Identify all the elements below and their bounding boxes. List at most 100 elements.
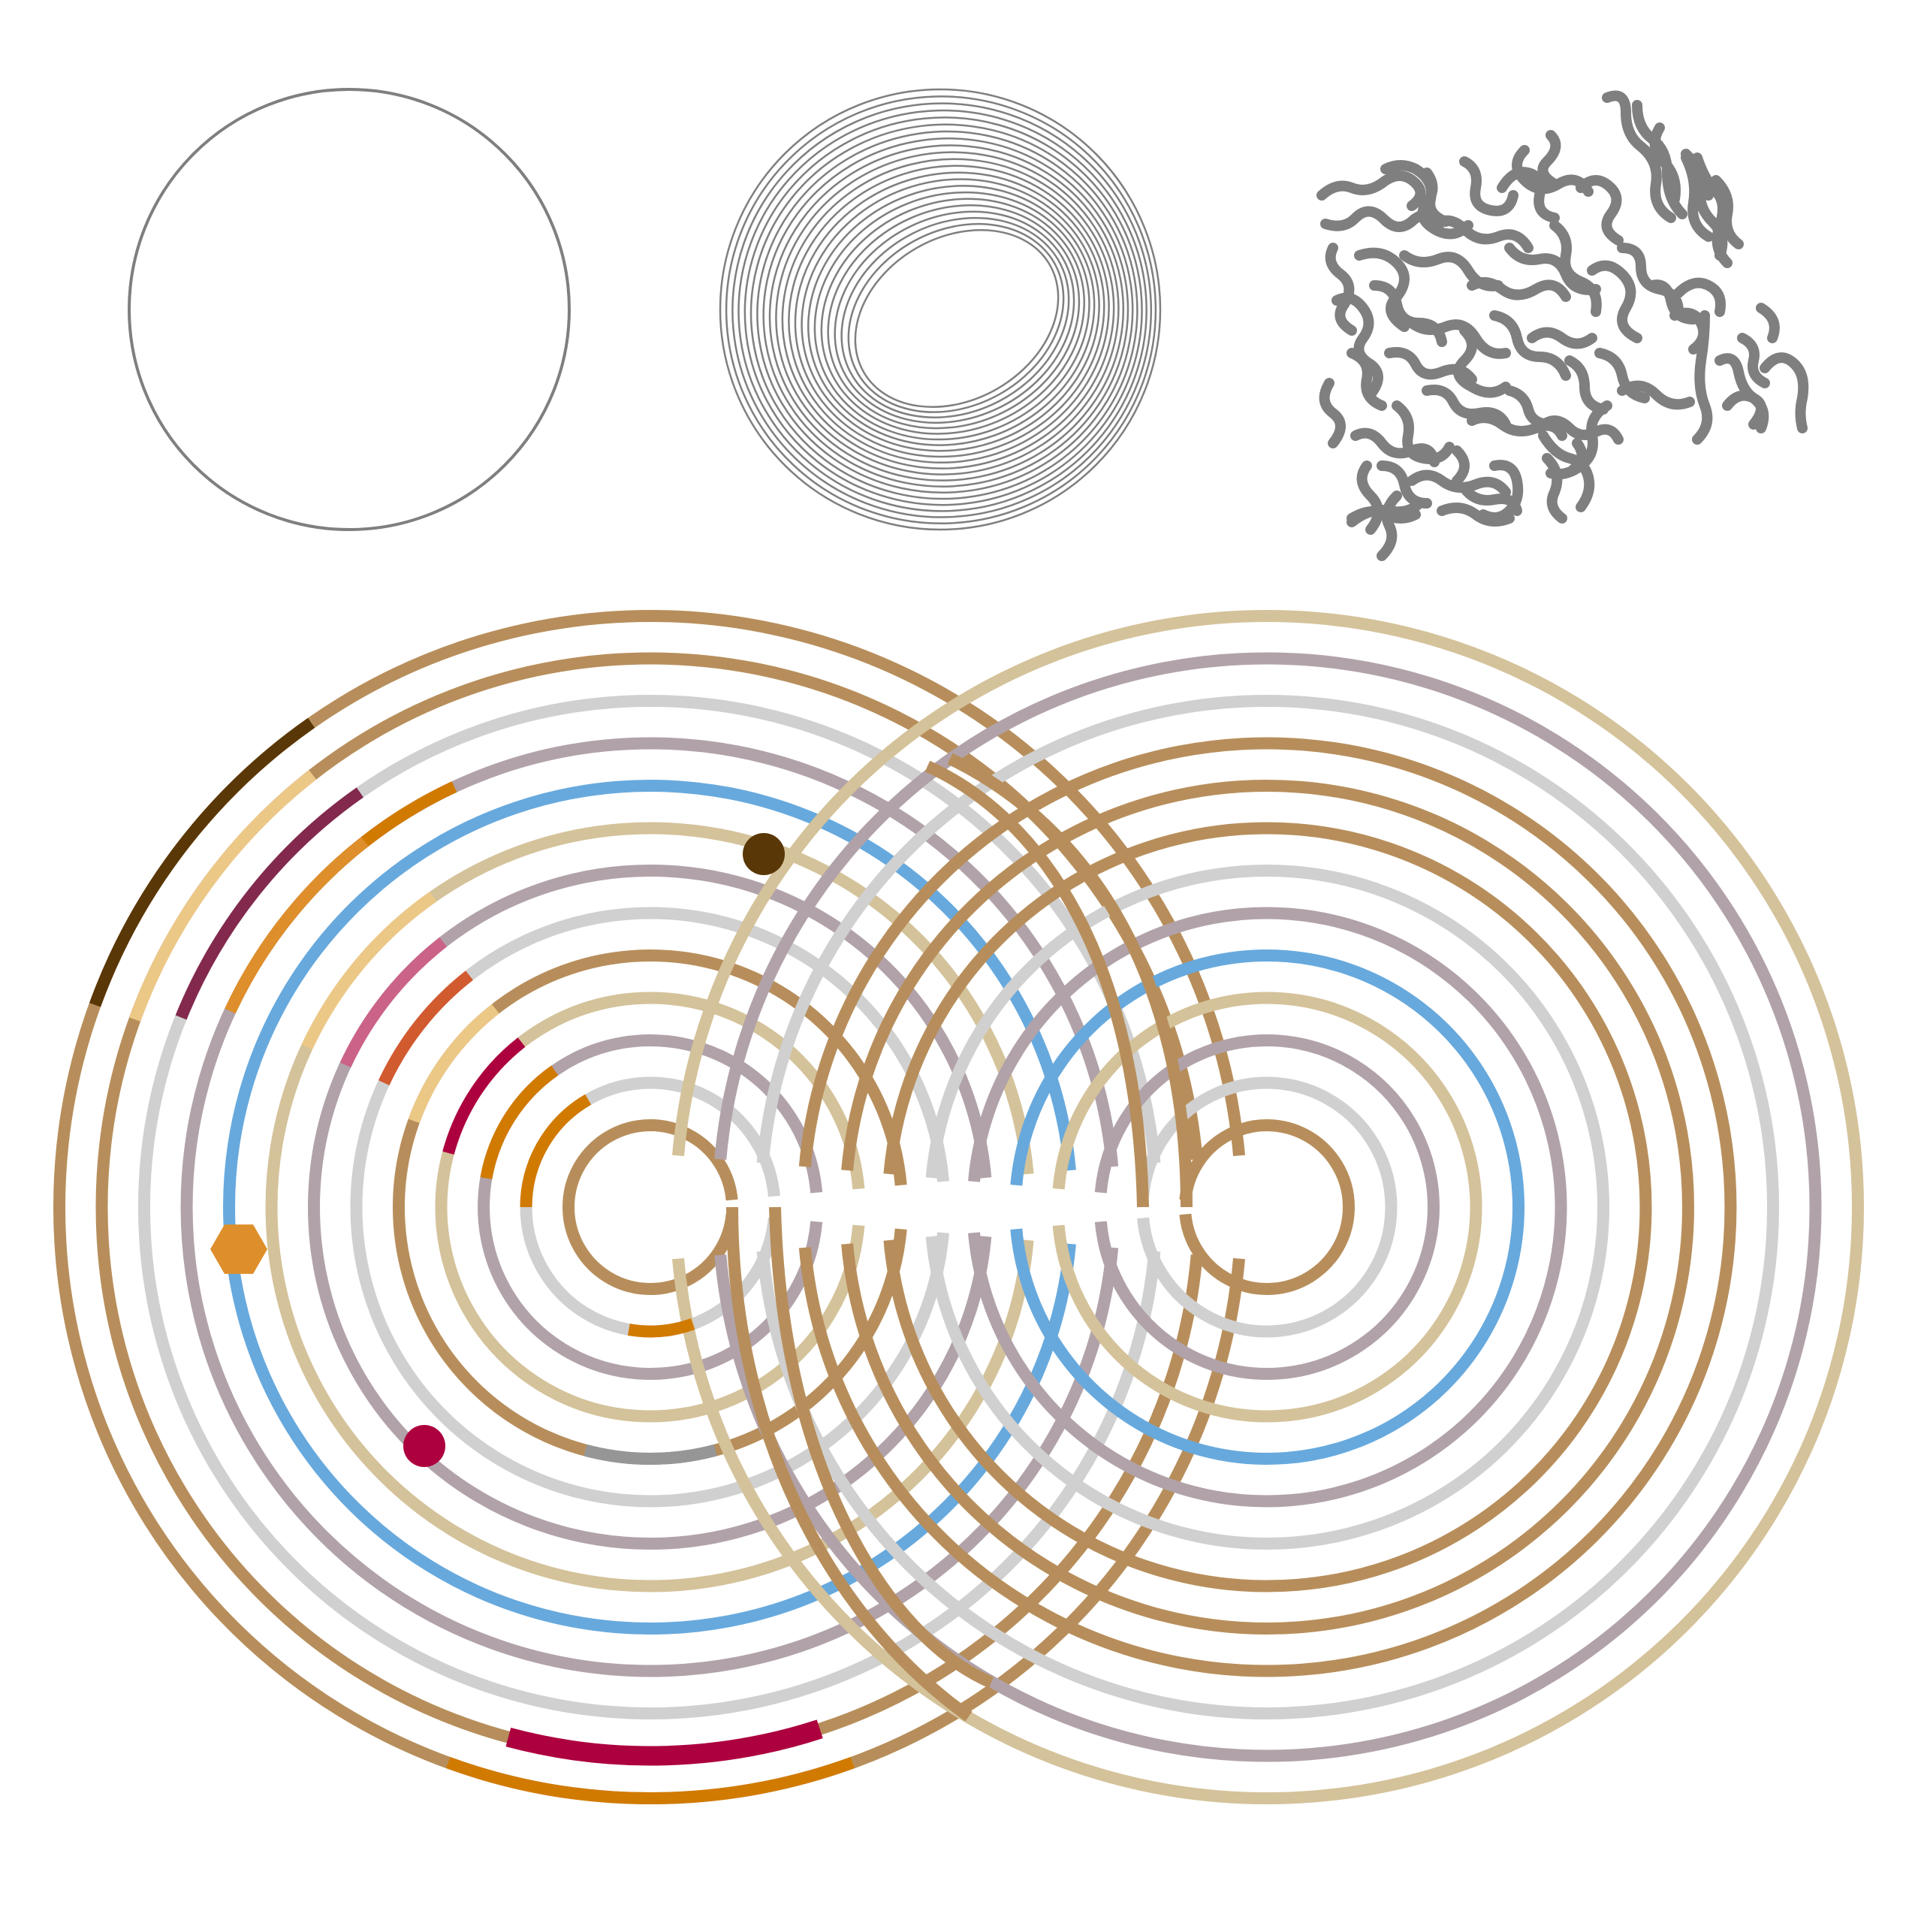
accent-segment	[360, 781, 457, 847]
start-dot	[743, 833, 785, 875]
plain-circle	[128, 88, 571, 531]
worm-path	[1692, 310, 1713, 445]
nested-ellipse	[781, 158, 1115, 469]
nested-ellipse	[788, 165, 1110, 464]
worm-path	[1711, 175, 1744, 249]
worm-path	[1377, 491, 1402, 561]
worm-path	[1356, 460, 1383, 535]
worm-path	[1350, 427, 1440, 467]
worm-path	[1537, 130, 1561, 189]
worm-path	[1527, 327, 1597, 349]
worm-path	[1452, 445, 1470, 486]
nested-ellipse	[840, 216, 1070, 418]
nested-ellipses-panel	[719, 88, 1162, 531]
nested-ellipse	[768, 144, 1125, 481]
left-ring	[478, 1034, 823, 1380]
left-ring	[562, 1119, 738, 1295]
labyrinth-worms-panel	[1316, 90, 1809, 561]
worm-path	[1331, 292, 1383, 400]
crimson-dot	[403, 1425, 445, 1467]
worm-path	[1681, 152, 1714, 242]
accent-segment	[584, 1444, 717, 1466]
nested-ellipse	[749, 123, 1138, 500]
nested-ellipse	[794, 171, 1105, 458]
nested-ellipse	[807, 185, 1096, 446]
worm-path	[1347, 498, 1425, 527]
worm-path	[1489, 310, 1571, 381]
worm-path	[1681, 149, 1714, 201]
spiral-connector	[924, 760, 1149, 1208]
accent-segment	[442, 1037, 526, 1155]
worm-path	[1587, 260, 1642, 343]
right-ring	[672, 610, 1865, 1804]
worm-path	[1649, 122, 1681, 204]
nested-ellipse	[801, 178, 1100, 452]
worm-path	[1549, 220, 1602, 317]
nested-ellipse	[847, 222, 1065, 413]
worm-path	[1354, 247, 1410, 332]
right-ring	[1094, 1034, 1440, 1380]
worm-path	[1542, 453, 1567, 524]
worm-path	[1576, 175, 1624, 246]
worm-path	[1316, 171, 1426, 211]
accent-segment	[339, 937, 448, 1068]
nested-ellipse	[854, 229, 1060, 408]
nested-ellipse	[725, 95, 1157, 525]
accent-segment	[408, 1004, 499, 1124]
nested-ellipse	[827, 204, 1081, 430]
worm-path	[1325, 243, 1357, 336]
worm-path	[1602, 90, 1676, 223]
worm-path	[1425, 215, 1534, 253]
worm-path	[1453, 325, 1511, 398]
spiral-connector	[726, 1206, 973, 1722]
worm-path	[1437, 503, 1515, 527]
worm-path	[1459, 156, 1518, 216]
worm-path	[1504, 243, 1601, 295]
single-circle-panel	[128, 88, 571, 531]
worm-path	[1737, 333, 1770, 388]
accent-segment	[175, 787, 363, 1020]
right-ring	[1137, 1076, 1398, 1338]
nested-ellipse	[756, 130, 1134, 494]
worm-path	[1722, 390, 1766, 430]
right-ring	[798, 737, 1737, 1677]
maze-rings	[53, 610, 1865, 1804]
right-ring	[714, 652, 1822, 1762]
maze-markers	[210, 833, 785, 1467]
accent-segment	[520, 1094, 592, 1208]
worm-path	[1760, 352, 1809, 433]
accent-segment	[505, 1719, 823, 1766]
left-ring	[53, 610, 1245, 1804]
left-ring	[95, 652, 1203, 1762]
nested-ellipse	[743, 116, 1143, 506]
worm-path	[1617, 380, 1695, 410]
nested-ellipse	[731, 102, 1153, 518]
accent-segment	[480, 1065, 559, 1179]
nested-ellipse	[834, 210, 1075, 424]
nested-ellipse	[813, 191, 1090, 441]
right-ring	[756, 695, 1779, 1719]
nested-ellipse	[775, 151, 1120, 475]
right-ring	[841, 780, 1694, 1635]
accent-segment	[225, 837, 369, 1014]
left-ring	[520, 1076, 780, 1338]
nested-ellipse	[737, 109, 1147, 512]
accent-segment	[89, 717, 315, 1007]
worm-path	[1459, 483, 1522, 516]
worm-path	[1422, 385, 1511, 430]
accent-segment	[627, 1318, 695, 1338]
accent-segment	[378, 971, 473, 1085]
maze-colored-segments	[89, 717, 855, 1804]
worm-path	[1417, 168, 1473, 240]
worm-path	[1319, 378, 1346, 448]
accent-segment	[129, 770, 317, 1022]
left-ring	[223, 780, 1076, 1635]
nested-ellipse	[820, 198, 1085, 435]
spiral-connector	[947, 753, 1193, 1208]
worm-path	[1534, 415, 1624, 445]
spiral-connector	[769, 1206, 994, 1689]
worm-path	[1347, 348, 1387, 411]
accent-segment	[446, 1756, 855, 1804]
